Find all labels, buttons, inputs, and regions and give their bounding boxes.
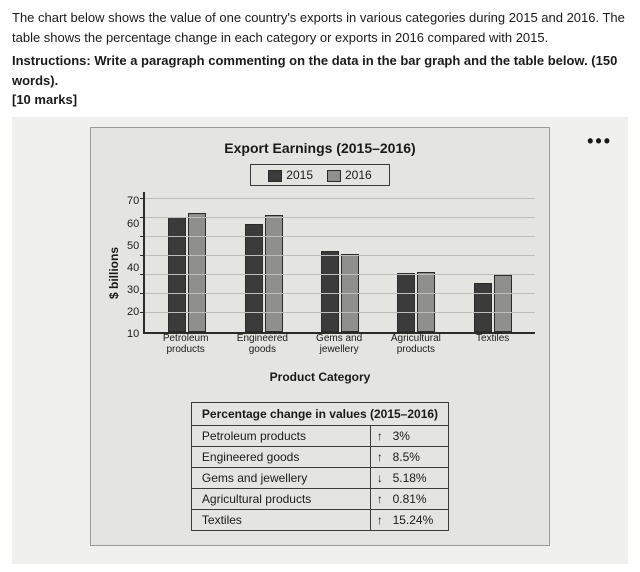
y-axis-label: $ billions xyxy=(105,203,123,343)
bar-2016 xyxy=(494,275,512,332)
table-cell-value: 8.5% xyxy=(389,447,449,468)
table-title: Percentage change in values (2015–2016) xyxy=(191,403,448,426)
x-tick-label: Gems and jewellery xyxy=(307,334,371,354)
bar-2015 xyxy=(474,283,492,332)
more-options-icon[interactable]: ••• xyxy=(587,131,612,152)
legend-label-2016: 2016 xyxy=(345,168,372,182)
bar-group xyxy=(388,272,444,332)
chart-plot-area: $ billions 70605040302010 Petroleum prod… xyxy=(105,192,535,354)
legend-label-2015: 2015 xyxy=(286,168,313,182)
x-tick-label: Petroleum products xyxy=(154,334,218,354)
arrow-up-icon: ↑ xyxy=(371,489,389,510)
table-cell-value: 3% xyxy=(389,426,449,447)
table-cell-category: Agricultural products xyxy=(191,489,370,510)
question-marks: [10 marks] xyxy=(12,92,628,107)
table-cell-category: Engineered goods xyxy=(191,447,370,468)
chart-plot: Petroleum products Engineered goods Gems a… xyxy=(143,192,535,354)
bar-2015 xyxy=(245,224,263,332)
legend-item-2015: 2015 xyxy=(268,168,313,182)
bar-group xyxy=(465,275,521,332)
bar-group xyxy=(312,251,368,332)
table-cell-category: Gems and jewellery xyxy=(191,468,370,489)
table-row: Engineered goods↑8.5% xyxy=(191,447,448,468)
legend-swatch-2015 xyxy=(268,170,282,182)
bar-2016 xyxy=(417,272,435,332)
chart-title: Export Earnings (2015–2016) xyxy=(105,140,535,156)
legend-swatch-2016 xyxy=(327,170,341,182)
bar-2015 xyxy=(321,251,339,332)
bar-2015 xyxy=(397,273,415,332)
bars-container xyxy=(145,192,535,332)
arrow-up-icon: ↑ xyxy=(371,447,389,468)
x-axis-title: Product Category xyxy=(105,370,535,384)
chart-legend: 2015 2016 xyxy=(250,164,390,186)
chart-card: Export Earnings (2015–2016) 2015 2016 $ … xyxy=(90,127,550,546)
arrow-up-icon: ↑ xyxy=(371,510,389,531)
table-cell-category: Textiles xyxy=(191,510,370,531)
table-cell-category: Petroleum products xyxy=(191,426,370,447)
arrow-down-icon: ↓ xyxy=(371,468,389,489)
table-cell-value: 5.18% xyxy=(389,468,449,489)
table-row: Textiles↑15.24% xyxy=(191,510,448,531)
figure-region: ••• Export Earnings (2015–2016) 2015 201… xyxy=(12,117,628,564)
percentage-change-table: Percentage change in values (2015–2016) … xyxy=(191,402,449,531)
bar-group xyxy=(159,213,215,332)
x-tick-label: Engineered goods xyxy=(230,334,294,354)
question-instructions: Instructions: Write a paragraph commenti… xyxy=(12,51,628,90)
x-tick-label: Agricultural products xyxy=(384,334,448,354)
arrow-up-icon: ↑ xyxy=(371,426,389,447)
x-tick-label: Textiles xyxy=(461,334,525,354)
table-cell-value: 0.81% xyxy=(389,489,449,510)
table-row: Gems and jewellery↓5.18% xyxy=(191,468,448,489)
question-intro: The chart below shows the value of one c… xyxy=(12,8,628,47)
table-row: Petroleum products↑3% xyxy=(191,426,448,447)
table-row: Agricultural products↑0.81% xyxy=(191,489,448,510)
x-axis-labels: Petroleum products Engineered goods Gems a… xyxy=(143,334,535,354)
table-cell-value: 15.24% xyxy=(389,510,449,531)
bar-2016 xyxy=(188,213,206,332)
legend-item-2016: 2016 xyxy=(327,168,372,182)
